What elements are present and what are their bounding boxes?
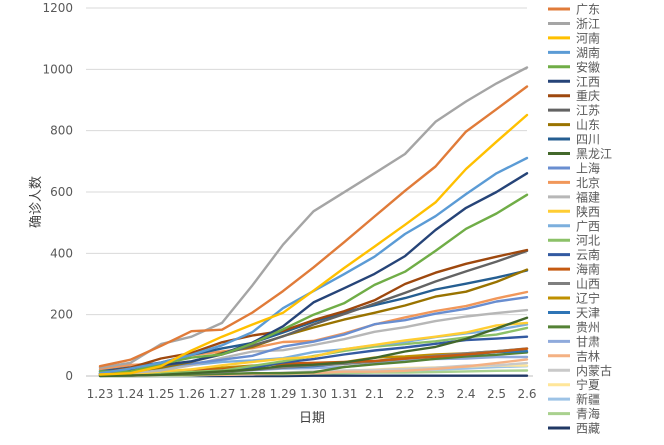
legend-label: 天津 — [576, 306, 600, 320]
x-tick-label: 2.2 — [395, 387, 414, 401]
legend-label: 重庆 — [576, 89, 600, 103]
legend-label: 海南 — [576, 262, 600, 277]
legend-label: 西藏 — [576, 422, 600, 436]
x-tick-label: 2.5 — [487, 387, 506, 401]
legend-label: 浙江 — [576, 17, 600, 31]
legend-label: 吉林 — [576, 349, 600, 363]
y-tick-label: 1000 — [42, 62, 73, 76]
legend-label: 上海 — [576, 160, 600, 175]
legend-label: 宁夏 — [576, 377, 600, 392]
legend-label: 江苏 — [576, 104, 600, 118]
legend-label: 山西 — [576, 277, 600, 291]
legend-label: 安徽 — [576, 59, 600, 74]
x-tick-label: 1.25 — [148, 387, 175, 401]
y-tick-label: 0 — [65, 369, 73, 383]
legend-label: 广西 — [576, 219, 600, 233]
legend-label: 湖南 — [576, 45, 600, 60]
legend-label: 贵州 — [576, 320, 600, 334]
legend-label: 云南 — [576, 247, 600, 262]
legend-label: 甘肃 — [576, 335, 600, 349]
x-tick-label: 1.23 — [87, 387, 114, 401]
legend-label: 河北 — [576, 234, 600, 248]
x-tick-label: 1.29 — [270, 387, 297, 401]
legend-label: 新疆 — [576, 392, 600, 407]
series-line-13 — [98, 308, 529, 376]
y-tick-label: 800 — [50, 124, 73, 138]
legend-label: 陕西 — [576, 204, 600, 219]
legend-label: 福建 — [576, 189, 600, 204]
legend-label: 四川 — [576, 133, 600, 147]
legend-label: 内蒙古 — [576, 363, 612, 378]
legend-label: 江西 — [576, 75, 600, 89]
series-line-14 — [98, 321, 529, 377]
x-tick-label: 2.6 — [517, 387, 536, 401]
series-line-8 — [98, 268, 529, 376]
legend-label: 河南 — [576, 30, 600, 45]
legend-label: 黑龙江 — [576, 147, 612, 161]
x-tick-label: 2.3 — [426, 387, 445, 401]
legend-label: 广东 — [576, 3, 600, 17]
legend-label: 山东 — [576, 118, 600, 132]
series-line-10 — [98, 316, 529, 378]
series-line-2 — [98, 113, 529, 376]
x-tick-label: 1.27 — [209, 387, 236, 401]
x-tick-label: 2.4 — [456, 387, 475, 401]
y-tick-label: 400 — [50, 246, 73, 260]
y-tick-label: 1200 — [42, 1, 73, 15]
x-tick-label: 1.26 — [178, 387, 205, 401]
series-line-6 — [98, 248, 529, 375]
x-axis-label: 日期 — [299, 411, 325, 426]
x-tick-label: 1.30 — [300, 387, 327, 401]
x-tick-label: 2.1 — [365, 387, 384, 401]
y-axis-label: 确诊人数 — [29, 176, 44, 228]
series-line-0 — [98, 85, 529, 368]
series-line-5 — [98, 172, 529, 376]
legend-label: 青海 — [576, 406, 600, 421]
legend-label: 辽宁 — [576, 291, 600, 306]
x-tick-label: 1.31 — [331, 387, 358, 401]
legend-label: 北京 — [576, 176, 600, 190]
y-tick-label: 200 — [50, 308, 73, 322]
y-tick-label: 600 — [50, 185, 73, 199]
x-tick-label: 1.28 — [239, 387, 266, 401]
x-tick-label: 1.24 — [117, 387, 144, 401]
